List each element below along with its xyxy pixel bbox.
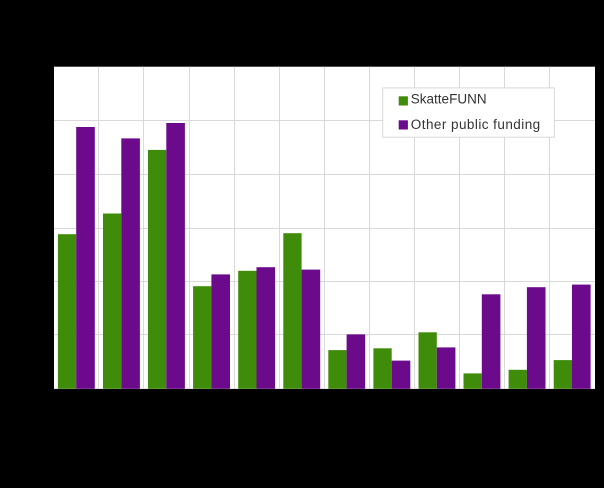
svg-text:Other public funding: Other public funding (411, 117, 541, 132)
svg-text:SkatteFUNN: SkatteFUNN (411, 92, 487, 107)
